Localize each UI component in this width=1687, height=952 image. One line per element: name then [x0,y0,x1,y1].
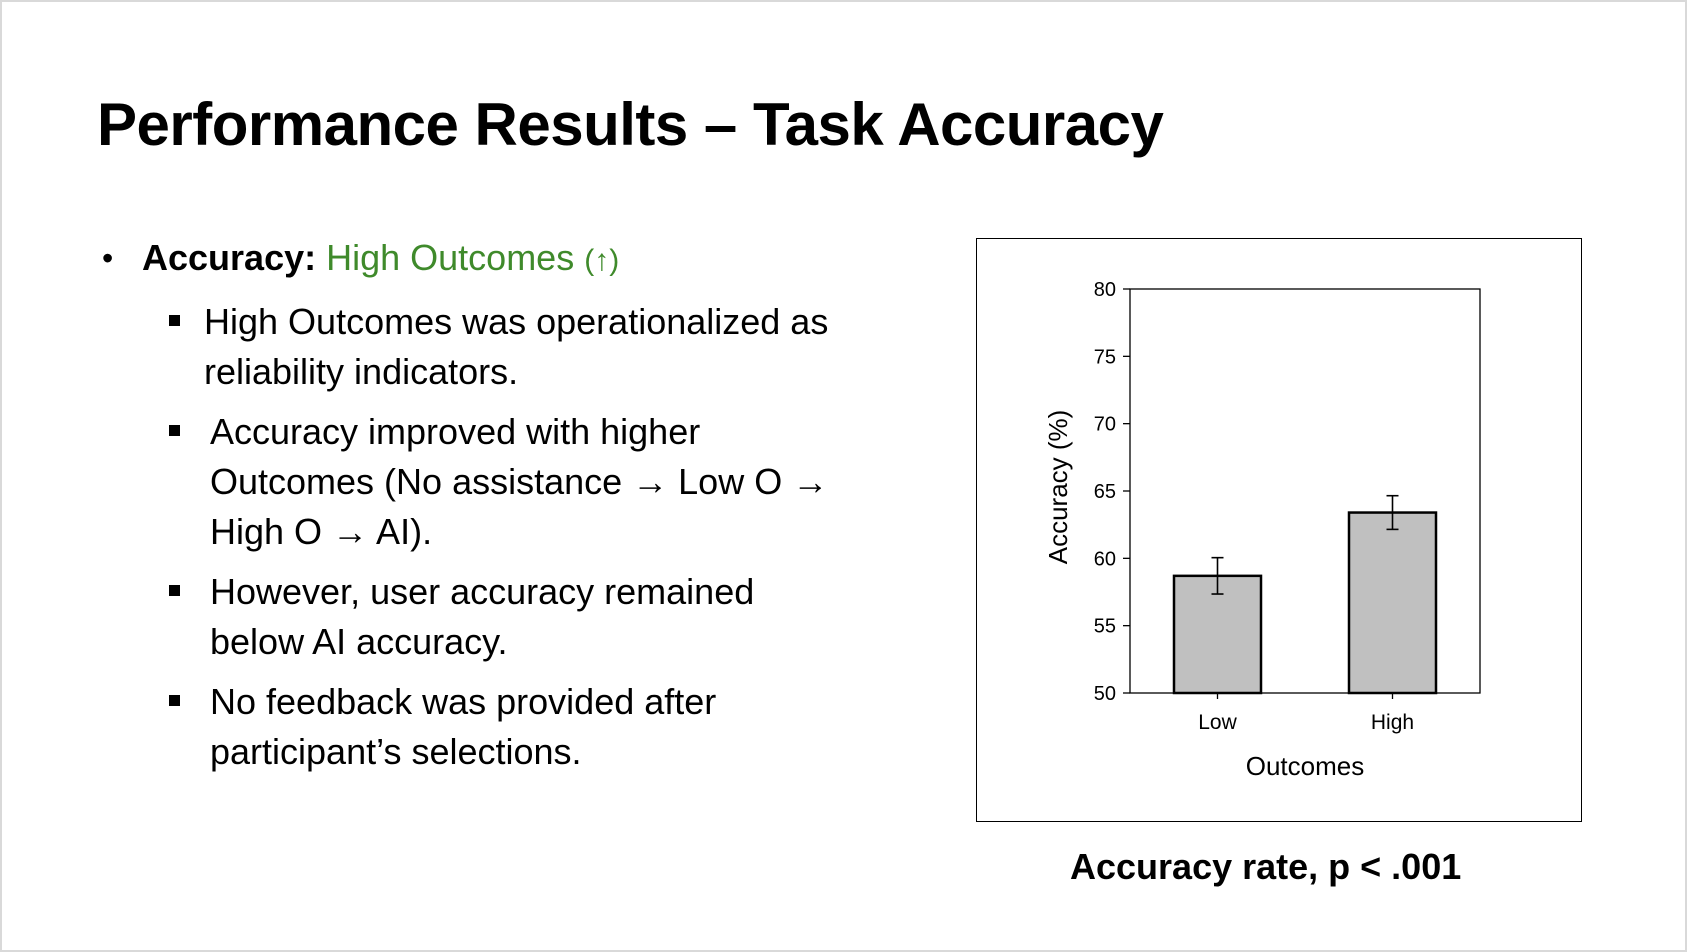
y-tick-label: 65 [1094,481,1116,503]
sub-bullet-line: participant’s selections. [210,731,582,772]
y-tick-label: 75 [1094,346,1116,368]
up-arrow-icon: (↑) [584,244,620,277]
sub-bullet-1: High Outcomes was operationalized as rel… [102,297,902,397]
sub-bullet-line: reliability indicators. [204,351,519,392]
square-bullet-icon [169,425,180,436]
chart-frame: 50 55 60 65 70 75 80 Low High Outcomes Accuracy (%… [976,238,1582,822]
chart-caption: Accuracy rate, p < .001 [1070,846,1462,887]
bar-high [1347,511,1438,695]
sub-bullet-line: High Outcomes was operationalized as [204,301,829,342]
bullet-list: • Accuracy: High Outcomes (↑) High Outco… [102,234,902,777]
square-bullet-icon [169,695,180,706]
x-axis-label: Outcomes [1246,751,1365,781]
square-bullet-icon [169,585,180,596]
bullet-dot-icon: • [102,240,114,276]
square-bullet-icon [169,315,180,326]
slide-title: Performance Results – Task Accuracy [97,91,1164,158]
y-tick-label: 70 [1094,414,1116,436]
sub-bullet-3: However, user accuracy remained below AI… [102,567,902,667]
sub-bullet-line: below AI accuracy. [210,621,508,662]
bullet-lead: Accuracy: [142,237,317,278]
main-bullet: • Accuracy: High Outcomes (↑) [102,234,902,285]
sub-bullet-line: Accuracy improved with higher [210,411,701,452]
sub-bullet-line: High O → AI). [210,511,433,552]
y-tick-label: 60 [1094,548,1116,570]
sub-bullet-2: Accuracy improved with higher Outcomes (… [102,407,902,557]
y-axis-label: Accuracy (%) [1043,410,1073,565]
x-tick-label: Low [1198,711,1237,734]
y-tick-label: 55 [1094,616,1116,638]
x-tick-label: High [1371,711,1414,734]
bullet-highlight: High Outcomes [326,237,575,278]
sub-bullet-4: No feedback was provided after participa… [102,677,902,777]
sub-bullet-line: Outcomes (No assistance → Low O → [210,461,829,502]
sub-bullet-line: No feedback was provided after [210,681,717,722]
bar-chart: 50 55 60 65 70 75 80 Low High Outcomes Accuracy (%… [1043,279,1481,781]
y-tick-label: 50 [1094,683,1116,705]
y-tick-label: 80 [1094,279,1116,301]
sub-bullet-line: However, user accuracy remained [210,571,755,612]
